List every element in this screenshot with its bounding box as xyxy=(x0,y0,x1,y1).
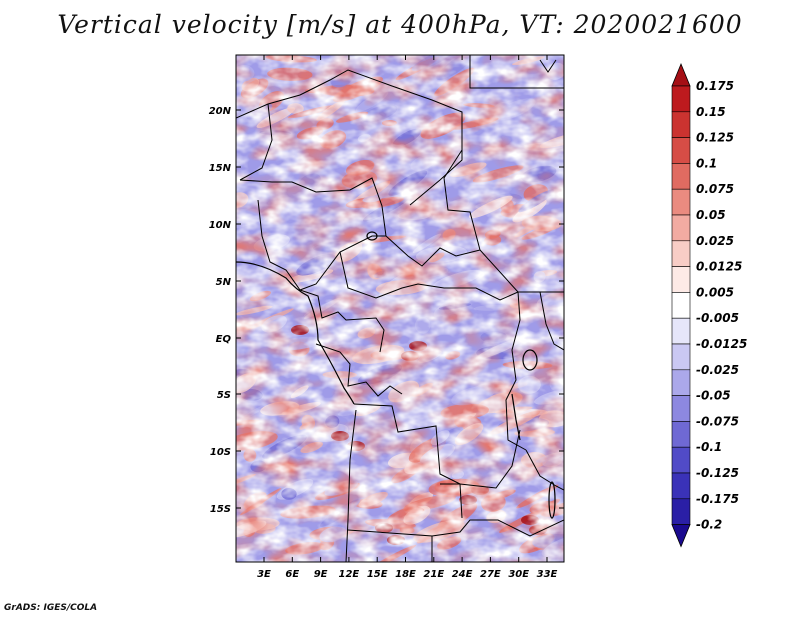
boundary-uganda-kenya xyxy=(539,291,564,351)
boundary-angola-coast xyxy=(345,409,357,562)
colorbar-label: 0.005 xyxy=(696,285,734,299)
boundary-egypt-sudan xyxy=(469,55,564,89)
lon-label: 30E xyxy=(508,569,529,580)
lake-tanganyika xyxy=(511,393,521,441)
lon-label: 12E xyxy=(339,569,360,580)
colorbar-box xyxy=(671,446,691,474)
colorbar-box xyxy=(671,498,691,525)
latitude-axis: 20N 15N 10N 5N EQ 5S 10S 15S xyxy=(209,106,564,515)
colorbar-label: 0.0125 xyxy=(696,260,742,274)
colorbar-label: 0.025 xyxy=(696,234,734,248)
boundary-nigeria-north xyxy=(239,177,387,237)
colorbar-box xyxy=(671,85,691,113)
map-frame xyxy=(235,54,565,563)
lon-label: 6E xyxy=(285,569,299,580)
boundary-sudan xyxy=(443,112,564,293)
boundary-car-south xyxy=(339,251,519,301)
lake-victoria xyxy=(522,349,538,371)
lake-malawi xyxy=(548,481,556,519)
lon-label: 3E xyxy=(257,569,271,580)
boundary-tanzania-zambia xyxy=(525,449,564,491)
boundary-angola-drc xyxy=(353,403,521,489)
colorbar-label: -0.2 xyxy=(696,518,722,532)
footer-credit: GrADS: IGES/COLA xyxy=(4,603,98,613)
lon-label: 27E xyxy=(480,569,501,580)
colorbar-label: -0.05 xyxy=(696,389,731,403)
lat-label: 15N xyxy=(209,163,232,174)
colorbar-box xyxy=(671,137,691,164)
colorbar: 0.175 0.15 0.125 0.1 0.075 0.05 0.025 0.0125 0.0… xyxy=(671,62,747,548)
velocity-field xyxy=(236,55,564,562)
boundary-zambia-south xyxy=(431,519,564,537)
longitude-axis: 3E 6E 9E 12E 15E 18E 21E 24E 27E 30E 33E xyxy=(257,55,558,580)
atlantic-coastline xyxy=(236,261,355,405)
colorbar-box xyxy=(671,292,691,319)
lat-label: 5S xyxy=(217,390,231,401)
colorbar-top-triangle xyxy=(671,62,691,87)
colorbar-label: 0.175 xyxy=(696,79,734,93)
lon-label: 21E xyxy=(423,569,444,580)
chart-title: Vertical velocity [m/s] at 400hPa, VT: 2… xyxy=(57,10,743,39)
boundary-car-north xyxy=(385,235,481,267)
colorbar-box xyxy=(671,317,691,345)
colorbar-label: -0.0125 xyxy=(696,337,747,351)
lake-chad xyxy=(366,231,378,241)
country-boundaries xyxy=(236,55,564,562)
colorbar-label: 0.125 xyxy=(696,131,734,145)
lon-label: 15E xyxy=(367,569,388,580)
colorbar-box xyxy=(671,240,691,267)
lat-label: 5N xyxy=(216,277,232,288)
lat-label: EQ xyxy=(216,334,232,345)
lon-label: 18E xyxy=(395,569,416,580)
colorbar-box xyxy=(671,472,691,500)
lon-label: 9E xyxy=(314,569,328,580)
colorbar-label: 0.15 xyxy=(696,105,726,119)
colorbar-box xyxy=(671,343,691,371)
colorbar-box xyxy=(671,369,691,396)
colorbar-label: -0.1 xyxy=(696,440,722,454)
boundary-niger-mali xyxy=(239,103,273,181)
lakes xyxy=(366,231,556,519)
colorbar-box xyxy=(671,163,691,190)
colorbar-box xyxy=(671,111,691,138)
boundary-cameroon-gabon xyxy=(299,289,385,353)
lat-label: 10N xyxy=(209,220,232,231)
lon-label: 24E xyxy=(452,569,473,580)
colorbar-label: 0.1 xyxy=(696,156,717,170)
colorbar-label: 0.075 xyxy=(696,182,734,196)
colorbar-box xyxy=(671,421,691,448)
colorbar-box xyxy=(671,188,691,216)
lat-label: 15S xyxy=(210,504,231,515)
colorbar-label: -0.025 xyxy=(696,363,739,377)
colorbar-label: -0.075 xyxy=(696,414,739,428)
colorbar-label: 0.05 xyxy=(696,208,726,222)
boundary-drc-east xyxy=(505,291,527,451)
colorbar-bottom-triangle xyxy=(671,524,691,548)
colorbar-box xyxy=(671,214,691,242)
colorbar-label: -0.005 xyxy=(696,311,739,325)
boundary-angola-zambia xyxy=(440,483,463,519)
colorbar-box xyxy=(671,395,691,422)
boundary-congo-drc xyxy=(315,343,403,397)
boundary-niger-chad xyxy=(236,69,463,206)
lat-label: 10S xyxy=(210,447,231,458)
lon-label: 33E xyxy=(537,569,558,580)
colorbar-label: -0.175 xyxy=(696,492,739,506)
field-texture-white xyxy=(236,55,564,562)
colorbar-label: -0.125 xyxy=(696,466,739,480)
boundary-sinai xyxy=(539,59,557,73)
colorbar-box xyxy=(671,266,691,293)
lat-label: 20N xyxy=(209,106,232,117)
